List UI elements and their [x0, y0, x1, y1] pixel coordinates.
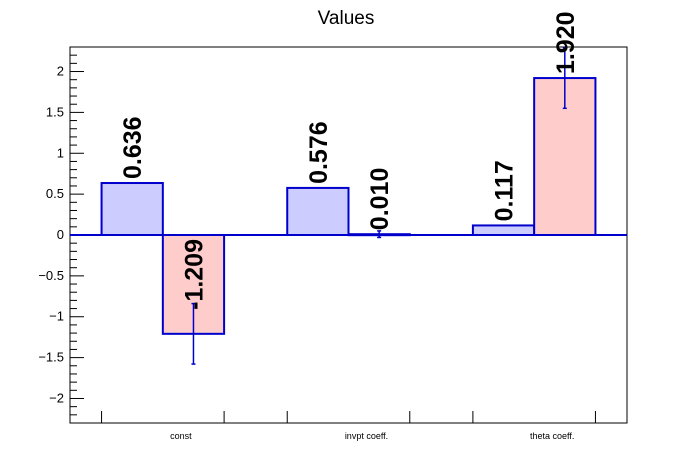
data-label: 0.010: [366, 168, 394, 231]
data-label: 0.576: [305, 121, 333, 184]
y-tick-label: 0.5: [46, 186, 64, 201]
x-axis: const invpt coeff. theta coeff.: [101, 411, 596, 441]
y-tick-label: −0.5: [38, 268, 64, 283]
y-tick-label: 0: [57, 227, 64, 242]
x-tick-label: const: [170, 431, 192, 441]
chart-title: Values: [318, 8, 375, 29]
y-tick-label: −2: [49, 390, 64, 405]
y-tick-label: −1: [49, 309, 64, 324]
y-tick-label: 2: [57, 64, 64, 79]
y-tick-label: 1.5: [46, 104, 64, 119]
error-bars: [191, 47, 567, 365]
data-label: 0.636: [119, 116, 147, 179]
y-axis: −2 −1.5 −1 −0.5 0 0.5 1 1.5 2: [38, 46, 84, 424]
data-labels: 0.636 0.576 0.117 -1.209 0.010 1.920: [119, 11, 580, 309]
x-tick-label: theta coeff.: [530, 431, 574, 441]
data-label: -1.209: [180, 239, 208, 310]
y-tick-label: −1.5: [38, 350, 64, 365]
bar: [471, 224, 536, 237]
bar: [100, 182, 164, 237]
x-tick-label: invpt coeff.: [345, 431, 388, 441]
data-label: 1.920: [552, 11, 580, 74]
data-label: 0.117: [491, 160, 519, 221]
bar: [286, 186, 350, 236]
bars: [100, 77, 597, 335]
y-tick-label: 1: [57, 145, 64, 160]
